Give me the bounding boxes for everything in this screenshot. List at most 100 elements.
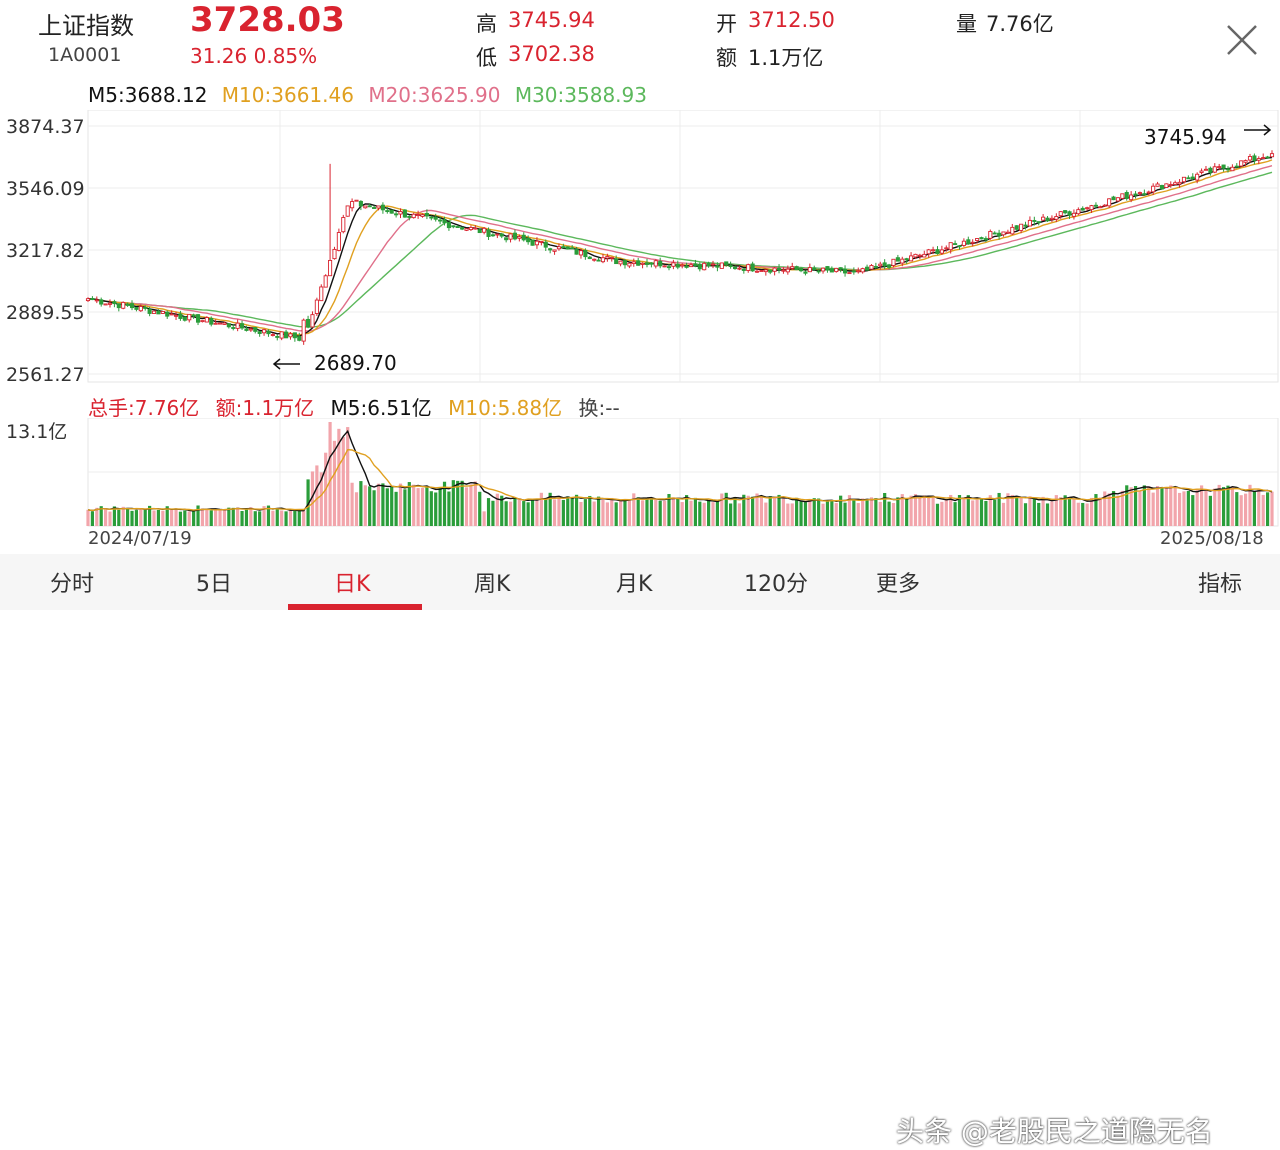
candle: [341, 214, 346, 234]
volume-bar: [222, 509, 227, 526]
tab-weekly-k[interactable]: 周K: [474, 572, 511, 597]
active-tab-indicator: [288, 604, 422, 610]
candle-body: [129, 303, 135, 309]
volume-bar: [579, 501, 583, 526]
candle-body: [178, 313, 183, 319]
volume-bar: [275, 508, 279, 526]
volume-bar: [966, 495, 970, 526]
candle-body: [583, 250, 588, 258]
volume-bar: [346, 427, 350, 526]
candle-body: [1098, 206, 1103, 209]
volume-bar: [183, 510, 187, 526]
volume-bar: [1230, 487, 1234, 526]
candle: [323, 274, 328, 288]
close-button[interactable]: [1222, 20, 1262, 60]
candle: [891, 258, 896, 268]
candle: [103, 303, 108, 306]
candle: [107, 299, 113, 308]
candle: [1115, 197, 1120, 202]
volume-bar: [1089, 497, 1094, 526]
volume-bar: [993, 499, 997, 526]
candle: [847, 272, 852, 275]
candle: [1045, 216, 1050, 222]
candle-body: [605, 256, 610, 259]
volume-bar: [905, 499, 909, 526]
candle-body: [882, 262, 887, 267]
volume-bar: [1213, 488, 1217, 526]
candle: [715, 262, 720, 272]
tab-120min[interactable]: 120分: [744, 572, 808, 597]
volume-bar: [134, 510, 139, 526]
volume-bar: [751, 496, 755, 526]
candle: [1159, 184, 1165, 190]
volume-bar: [227, 507, 231, 526]
candle-body: [1036, 221, 1041, 224]
candle-body: [869, 265, 874, 270]
candle: [182, 316, 187, 322]
candle-body: [328, 259, 333, 277]
candle-body: [512, 232, 517, 240]
candle-body: [843, 268, 848, 274]
candle-body: [429, 216, 434, 219]
volume-bar: [1221, 487, 1226, 526]
tab-monthly-k[interactable]: 月K: [616, 572, 653, 597]
candle-body: [631, 261, 636, 265]
volume-bar: [500, 495, 504, 526]
volume-bar: [416, 488, 420, 526]
candle-body: [275, 335, 280, 338]
candle-body: [891, 258, 896, 266]
candle: [772, 266, 777, 276]
candle: [134, 307, 139, 312]
volume-chart[interactable]: 13.1亿: [0, 418, 1280, 528]
volume-bar: [1081, 502, 1085, 526]
candle: [402, 209, 407, 218]
volume-bar: [1204, 489, 1208, 526]
candle: [332, 246, 337, 260]
candle-body: [715, 265, 720, 268]
candle-body: [1085, 207, 1090, 210]
volume-bar: [403, 489, 407, 526]
candle: [1142, 189, 1147, 196]
tab-5day[interactable]: 5日: [196, 572, 232, 597]
candle: [592, 258, 597, 262]
candle-body: [1181, 176, 1187, 183]
volume-bar: [240, 510, 244, 526]
candle-body: [1225, 168, 1231, 171]
candle-body: [499, 233, 504, 237]
candle-body: [565, 246, 570, 250]
volume-bar: [685, 495, 689, 526]
volume-bar: [148, 505, 152, 526]
volume-bar: [896, 497, 900, 526]
volume-bar: [258, 511, 262, 526]
candle: [1049, 215, 1054, 223]
candle: [680, 263, 685, 269]
candle-body: [147, 308, 152, 314]
candle: [367, 203, 372, 208]
volume-bar: [944, 499, 948, 526]
volume-bar: [1177, 492, 1182, 526]
candle: [820, 267, 826, 274]
candle-body: [319, 286, 324, 302]
tab-indicators[interactable]: 指标: [1198, 572, 1243, 597]
tab-more[interactable]: 更多: [876, 572, 921, 597]
candle-body: [1212, 166, 1217, 173]
candle-body: [279, 331, 284, 339]
candle-body: [310, 314, 315, 328]
volume-bar: [407, 482, 411, 526]
candle-body: [226, 323, 231, 328]
volume-bar: [451, 480, 455, 526]
tab-intraday[interactable]: 分时: [50, 572, 95, 597]
candle-body: [398, 211, 403, 215]
volume-bar: [1173, 486, 1177, 526]
volume-bar: [104, 509, 108, 526]
kline-chart[interactable]: 3874.37 3546.09 3217.82 2889.55 2561.27 3745.…: [0, 110, 1280, 385]
candle-body: [1111, 196, 1116, 201]
candle-body: [693, 263, 698, 266]
candle-body: [332, 248, 337, 260]
candle-body: [376, 205, 381, 209]
candle: [147, 306, 152, 317]
candle: [543, 239, 548, 251]
candle-body: [134, 307, 139, 310]
tab-daily-k[interactable]: 日K: [334, 572, 371, 597]
volume-bar: [825, 501, 830, 526]
